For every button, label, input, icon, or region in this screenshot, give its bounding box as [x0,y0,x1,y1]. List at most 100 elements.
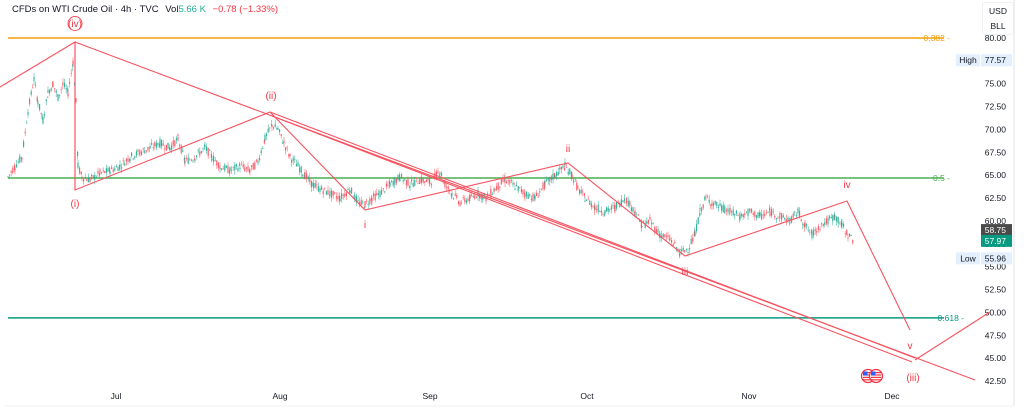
candle-body [274,123,276,128]
candle-body [421,176,423,183]
candle-body [710,204,712,206]
candle-body [357,199,359,201]
elliott-wave-line[interactable] [914,311,991,361]
candle-body [529,194,531,196]
candle-body [646,221,648,224]
candle-body [102,169,104,171]
candle-body [377,193,379,195]
candle-body [139,152,141,155]
candle-body [510,180,512,182]
wave-label[interactable]: i [364,220,366,231]
candle-body [147,146,149,151]
time-tick-label: Aug [272,391,287,401]
candle-body [714,201,716,204]
candle-body [764,213,766,217]
candle-body [604,210,606,214]
candle-body [554,173,556,178]
currency-label: USD [989,6,1007,16]
wave-label-circle [67,16,83,31]
candle-body [629,200,631,207]
time-tick-label: Dec [884,391,900,401]
candle-body [600,210,602,213]
candle-body [454,193,456,196]
candle-body [702,204,704,209]
candle-body [122,160,124,162]
candle-body [644,222,646,228]
wave-label[interactable]: ii [566,144,570,155]
candle-body [367,204,369,205]
candle-body [259,158,261,160]
candle-body [472,195,474,198]
candle-body [369,198,371,205]
candle-body [576,182,578,190]
candle-body [260,150,262,154]
candle-body [419,179,421,183]
candle-body [10,171,12,173]
candle-body [742,214,744,218]
candle-body [32,87,34,89]
us-flag-events-icon[interactable] [860,368,884,384]
candle-body [749,210,751,212]
candle-body [80,171,82,175]
candle-body [264,134,266,141]
candle-body [33,76,35,82]
candle-body [244,167,246,171]
candle-body [373,193,375,197]
wave-label[interactable]: (ii) [265,91,276,102]
candle-body [404,179,406,181]
elliott-wave-line[interactable] [269,111,916,359]
candle-body [104,171,106,174]
candle-body [229,167,231,172]
candle-body [402,180,404,182]
candle-body [626,198,628,204]
wave-label[interactable]: iii [682,267,689,278]
candle-body [252,163,254,170]
candle-body [207,147,209,157]
candle-body [587,198,589,200]
candle-body [850,235,852,236]
candle-body [294,159,296,160]
price-tick-label: 60.00 [985,216,1007,226]
wave-label[interactable]: v [908,341,913,352]
candle-body [749,209,751,211]
wave-label[interactable]: (iv) [68,19,82,30]
candle-body [701,207,703,212]
candle-body [767,211,769,213]
candle-body [782,215,784,218]
candle-body [392,181,394,186]
candle-body [13,165,15,170]
fib-level-label: 0.382 - [924,33,951,43]
candle-body [604,214,606,216]
candle-body [606,207,608,212]
candle-body [557,172,559,176]
currency-unit-selector[interactable]: USD BLL [982,2,1014,35]
wave-label[interactable]: (i) [71,199,80,210]
candle-body [716,202,718,207]
candle-body [184,160,186,164]
candle-body [654,226,656,232]
candle-body [599,210,601,212]
candle-body [449,190,451,192]
candle-body [257,160,259,164]
candle-body [560,167,562,170]
candle-body [72,60,74,65]
wave-label[interactable]: (iii) [906,373,919,384]
candle-body [697,217,699,225]
candle-body [546,179,548,181]
candle-body [792,213,794,218]
candle-body [539,191,541,193]
candle-body [665,235,667,238]
candle-body [234,164,236,171]
candle-body [299,167,301,173]
candle-body [707,197,709,199]
elliott-wave-line[interactable] [271,115,913,363]
candle-body [364,201,366,208]
candle-body [194,158,196,161]
candle-body [297,162,299,167]
wave-label[interactable]: iv [843,180,850,191]
candle-body [422,178,424,183]
candle-body [354,194,356,200]
candle-body [40,113,42,115]
candle-body [111,167,113,169]
